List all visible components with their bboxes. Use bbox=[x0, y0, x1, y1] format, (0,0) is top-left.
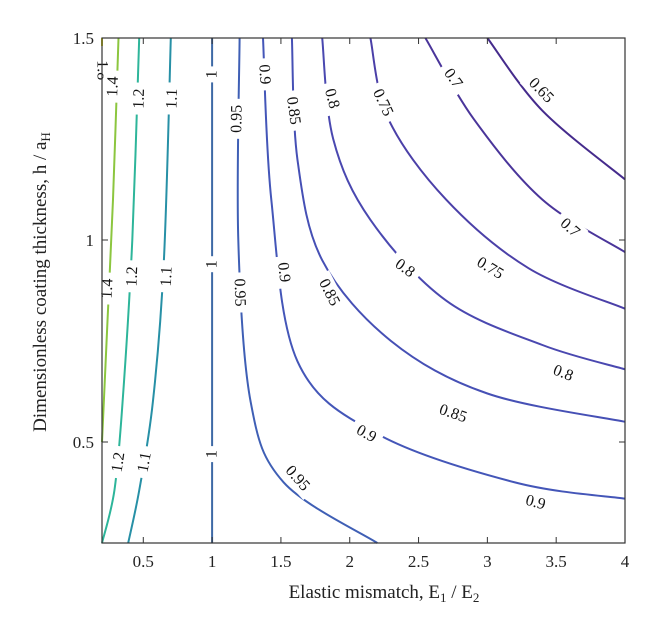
contour-label: 1 bbox=[204, 260, 221, 268]
contour-label: 1.1 bbox=[158, 266, 176, 287]
contour-label-bg bbox=[202, 66, 223, 83]
contour-label-bg bbox=[128, 82, 150, 115]
contour-label: 1.1 bbox=[135, 451, 155, 474]
contour-line-1.4 bbox=[101, 37, 120, 443]
y-tick-label: 1 bbox=[86, 231, 95, 250]
contour-label-bg bbox=[253, 57, 276, 91]
contour-label: 1.2 bbox=[123, 266, 141, 287]
contour-label: 0.95 bbox=[228, 105, 245, 133]
contour-label-bg bbox=[226, 98, 248, 139]
contour-label: 0.85 bbox=[437, 401, 469, 426]
contour-label-bg bbox=[155, 259, 178, 293]
contour-label: 0.9 bbox=[255, 64, 273, 85]
x-tick-label: 0.5 bbox=[133, 552, 154, 571]
contour-label: 1 bbox=[204, 70, 221, 78]
contour-label-bg bbox=[132, 444, 158, 480]
contour-label-bg bbox=[519, 69, 563, 112]
contour-line-0.65 bbox=[486, 37, 626, 181]
contour-label: 1 bbox=[204, 450, 221, 458]
contour-label-bg bbox=[106, 444, 131, 480]
x-tick-label: 1 bbox=[208, 552, 217, 571]
contour-label: 0.85 bbox=[283, 96, 304, 126]
contour-line-0.95 bbox=[236, 37, 378, 544]
contour-label-bg bbox=[430, 397, 476, 430]
contour-label-bg bbox=[102, 70, 124, 103]
x-tick-label: 4 bbox=[621, 552, 630, 571]
contour-label-bg bbox=[276, 456, 319, 500]
contour-label: 1.4 bbox=[99, 278, 117, 299]
contour-label-bg bbox=[161, 82, 183, 115]
contour-label-bg bbox=[280, 89, 306, 132]
contour-label-bg bbox=[229, 272, 251, 313]
x-tick-label: 3.5 bbox=[546, 552, 567, 571]
contour-label: 1.2 bbox=[130, 88, 148, 109]
plot-frame bbox=[101, 37, 626, 544]
y-tick-label: 0.5 bbox=[73, 433, 94, 452]
contour-label: 1.2 bbox=[109, 451, 129, 473]
contour-label-bg bbox=[121, 259, 144, 293]
contour-line-0.9 bbox=[262, 37, 626, 500]
contour-label-bg bbox=[365, 80, 401, 125]
x-tick-label: 2 bbox=[345, 552, 354, 571]
contour-label-bg bbox=[551, 209, 589, 246]
contour-label: 0.9 bbox=[524, 492, 548, 513]
contour-label: 0.95 bbox=[231, 278, 249, 306]
contour-labels: 1.81.41.41.21.21.21.11.11.11110.950.950.… bbox=[92, 54, 589, 517]
contour-label: 0.9 bbox=[274, 261, 293, 283]
contour-label-bg bbox=[272, 255, 296, 290]
contour-label: 0.8 bbox=[551, 362, 576, 385]
y-axis-label: Dimensionless coating thickness, h / aH bbox=[30, 132, 53, 432]
contour-line-1.1 bbox=[127, 37, 172, 544]
contour-label-bg bbox=[202, 256, 223, 273]
contour-line-0.85 bbox=[290, 37, 626, 423]
x-tick-label: 3 bbox=[483, 552, 492, 571]
contour-label-bg bbox=[202, 446, 223, 463]
contour-label-bg bbox=[318, 80, 346, 117]
x-tick-label: 1.5 bbox=[270, 552, 291, 571]
contour-line-1.2 bbox=[101, 37, 141, 544]
contour-label: 1.4 bbox=[104, 76, 122, 97]
contour-label-bg bbox=[435, 59, 471, 98]
x-tick-label: 2.5 bbox=[408, 552, 429, 571]
contour-label-bg bbox=[517, 488, 554, 517]
contour-label-bg bbox=[385, 250, 424, 286]
x-axis-label: Elastic mismatch, E1 / E2 bbox=[289, 582, 480, 605]
y-tick-label: 1.5 bbox=[73, 29, 94, 48]
contour-label-bg bbox=[544, 358, 582, 389]
contour-label-bg bbox=[311, 270, 348, 315]
contour-label-bg bbox=[467, 249, 513, 288]
y-axis-ticks: 0.5 1 1.5 bbox=[73, 29, 625, 452]
contour-label: 0.8 bbox=[321, 87, 343, 111]
contour-label: 1.1 bbox=[163, 88, 181, 109]
x-axis-ticks: 0.5 1 1.5 2 2.5 3 3.5 4 bbox=[133, 38, 630, 571]
contour-label-bg bbox=[347, 417, 386, 451]
